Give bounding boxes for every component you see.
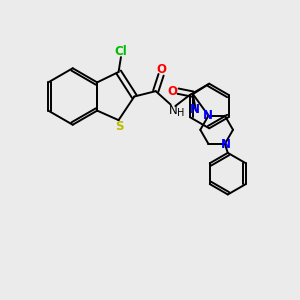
Text: S: S: [115, 120, 123, 133]
Text: N: N: [169, 104, 177, 117]
Text: N: N: [203, 109, 213, 122]
Text: O: O: [157, 63, 167, 76]
Text: H: H: [177, 108, 185, 118]
Text: N: N: [190, 103, 200, 116]
Text: Cl: Cl: [115, 45, 127, 58]
Text: O: O: [167, 85, 177, 98]
Text: N: N: [220, 138, 230, 151]
